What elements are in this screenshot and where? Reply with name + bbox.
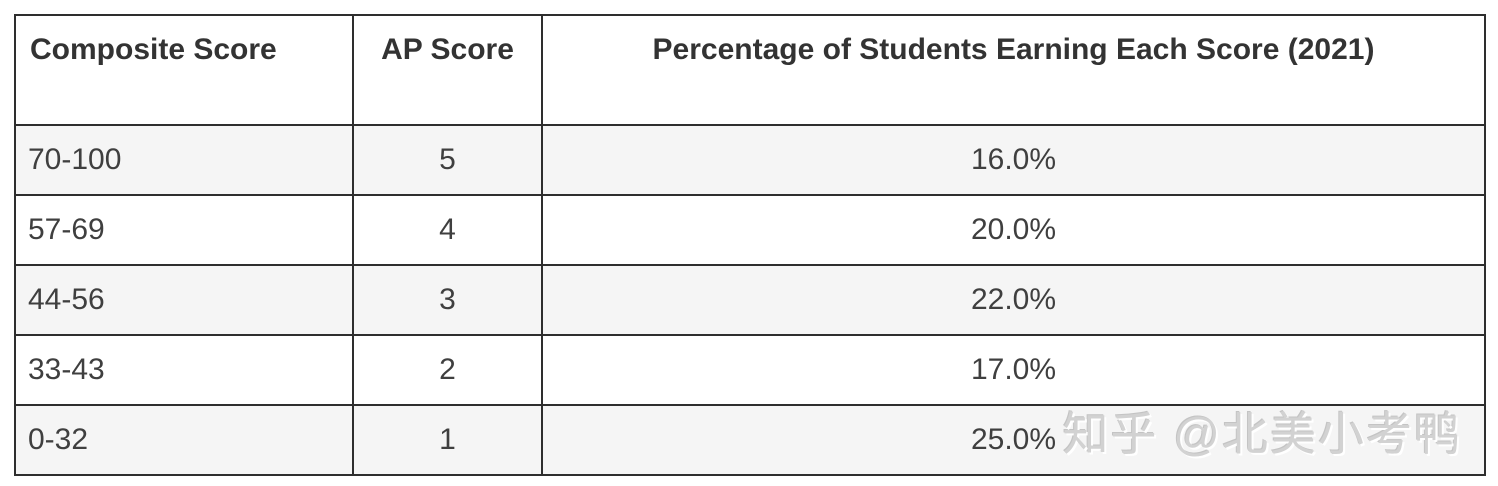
table-row: 0-32 1 25.0% bbox=[14, 404, 1486, 476]
ap-score-conversion-table: Composite Score AP Score Percentage of S… bbox=[14, 14, 1486, 476]
composite-score-cell: 70-100 bbox=[14, 124, 354, 196]
composite-score-cell: 33-43 bbox=[14, 334, 354, 406]
ap-score-cell: 5 bbox=[352, 124, 543, 196]
percentage-cell: 25.0% bbox=[541, 404, 1486, 476]
percentage-cell: 20.0% bbox=[541, 194, 1486, 266]
ap-score-cell: 1 bbox=[352, 404, 543, 476]
composite-score-cell: 57-69 bbox=[14, 194, 354, 266]
table-row: 57-69 4 20.0% bbox=[14, 194, 1486, 266]
table-row: 33-43 2 17.0% bbox=[14, 334, 1486, 406]
table-header: Composite Score AP Score Percentage of S… bbox=[14, 14, 1486, 126]
ap-score-cell: 3 bbox=[352, 264, 543, 336]
header-row: Composite Score AP Score Percentage of S… bbox=[14, 14, 1486, 126]
table-body: 70-100 5 16.0% 57-69 4 20.0% 44-56 3 22.0% 33-43 2… bbox=[14, 124, 1486, 476]
table-row: 70-100 5 16.0% bbox=[14, 124, 1486, 196]
composite-score-cell: 0-32 bbox=[14, 404, 354, 476]
header-ap-score: AP Score bbox=[352, 14, 543, 126]
percentage-cell: 22.0% bbox=[541, 264, 1486, 336]
table-row: 44-56 3 22.0% bbox=[14, 264, 1486, 336]
percentage-cell: 16.0% bbox=[541, 124, 1486, 196]
percentage-cell: 17.0% bbox=[541, 334, 1486, 406]
header-percentage: Percentage of Students Earning Each Scor… bbox=[541, 14, 1486, 126]
header-composite-score: Composite Score bbox=[14, 14, 354, 126]
ap-score-cell: 2 bbox=[352, 334, 543, 406]
ap-score-cell: 4 bbox=[352, 194, 543, 266]
composite-score-cell: 44-56 bbox=[14, 264, 354, 336]
